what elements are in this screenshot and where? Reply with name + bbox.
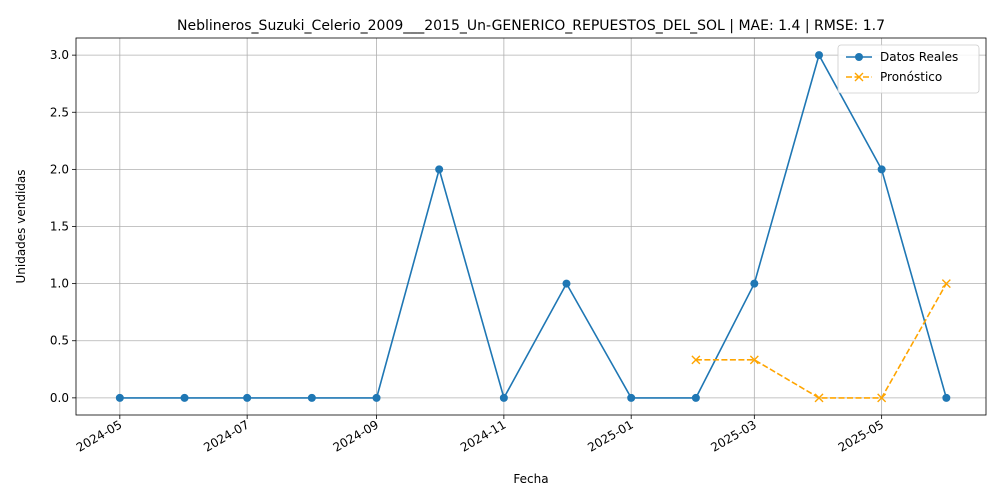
data-point [942, 393, 951, 402]
data-point [750, 279, 759, 288]
y-tick-label: 0.0 [50, 391, 69, 405]
data-point [749, 355, 759, 365]
data-point [243, 393, 252, 402]
data-point [814, 393, 824, 403]
y-tick-label: 2.0 [50, 162, 69, 176]
series-datos-reales [115, 51, 951, 402]
data-point [877, 393, 887, 403]
data-point [691, 393, 700, 402]
legend: Datos Reales Pronóstico [837, 44, 980, 94]
data-point [941, 279, 951, 289]
legend-marker [854, 72, 864, 82]
data-point [562, 279, 571, 288]
data-point [691, 355, 701, 365]
series-line [119, 53, 948, 400]
data-point [877, 165, 886, 174]
legend-entry-label: Datos Reales [880, 50, 958, 64]
y-tick-label: 1.5 [50, 220, 69, 234]
chart-title: Neblineros_Suzuki_Celerio_2009___2015_Un… [177, 18, 885, 34]
y-tick-label: 0.5 [50, 334, 69, 348]
data-point [627, 393, 636, 402]
data-point [180, 393, 189, 402]
y-axis-ticks: 0.0 0.5 1.0 1.5 2.0 2.5 3.0 [50, 48, 76, 405]
data-point [435, 165, 444, 174]
legend-box [837, 44, 980, 94]
y-tick-label: 3.0 [50, 48, 69, 62]
data-point [307, 393, 316, 402]
data-point [372, 393, 381, 402]
x-axis-label: Fecha [513, 472, 548, 486]
legend-entry-label: Pronóstico [880, 70, 942, 84]
y-tick-label: 1.0 [50, 277, 69, 291]
data-point [499, 393, 508, 402]
data-point [815, 51, 824, 60]
y-tick-label: 2.5 [50, 105, 69, 119]
data-point [115, 393, 124, 402]
series-layer [115, 51, 951, 403]
y-axis-label: Unidades vendidas [14, 169, 28, 283]
legend-marker [855, 53, 863, 61]
series-pronostico [691, 279, 951, 403]
